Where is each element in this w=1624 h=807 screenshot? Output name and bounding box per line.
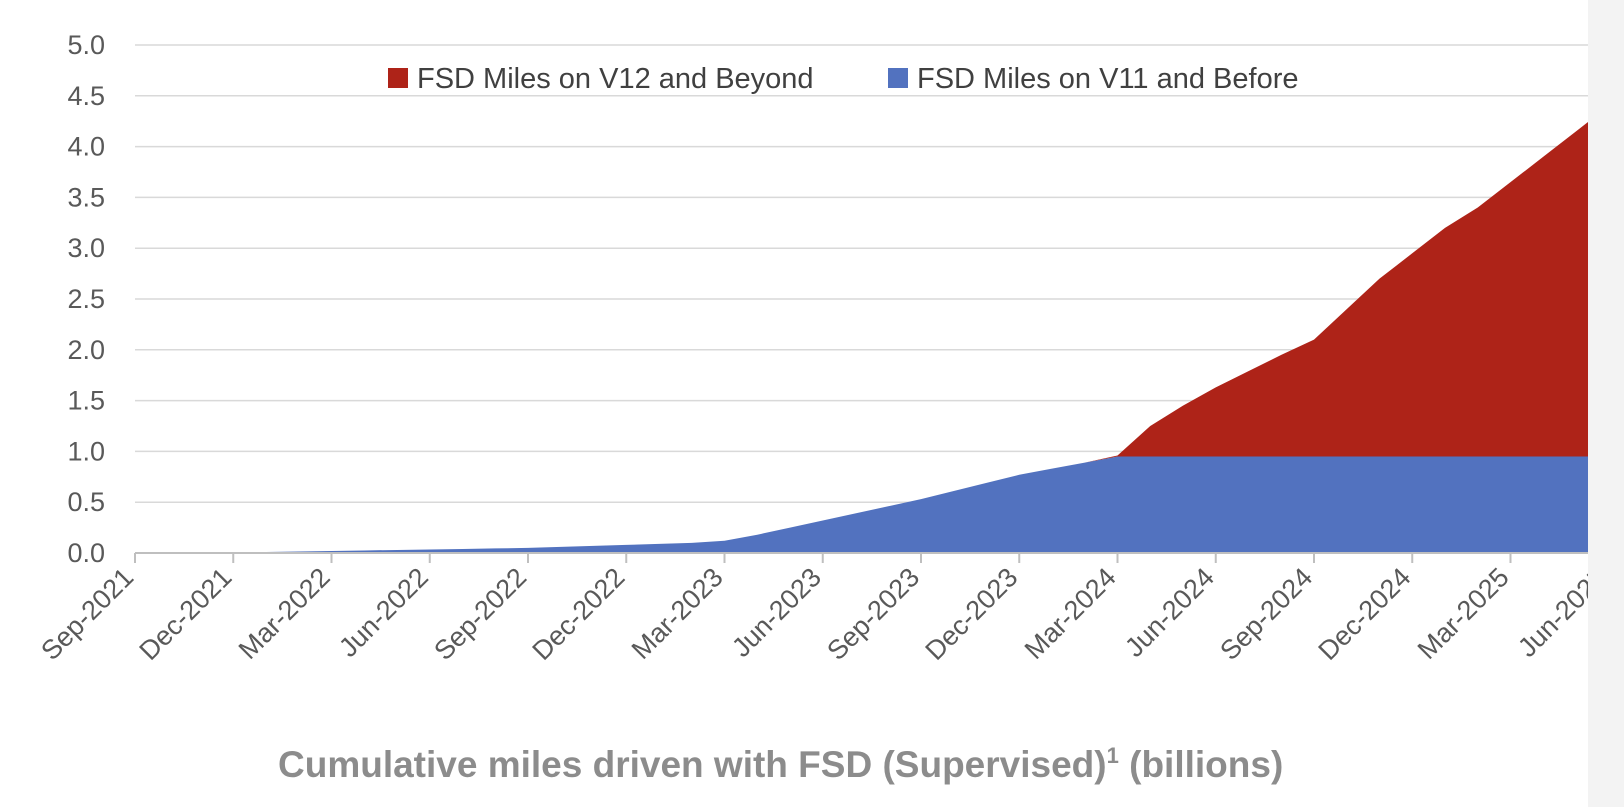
x-tick-label: Jun-2023 (726, 562, 827, 663)
x-tick-label: Jun-2024 (1119, 562, 1220, 663)
x-tick-label: Dec-2023 (919, 562, 1023, 666)
y-tick-label: 5.0 (67, 30, 105, 60)
x-tick-label: Mar-2023 (626, 562, 729, 665)
y-tick-label: 4.0 (67, 132, 105, 162)
x-tick-label: Sep-2024 (1214, 562, 1318, 666)
y-tick-label: 0.0 (67, 538, 105, 568)
caption-main: Cumulative miles driven with FSD (Superv… (278, 744, 1107, 785)
x-tick-label: Sep-2021 (35, 562, 139, 666)
x-tick-label: Sep-2023 (821, 562, 925, 666)
x-tick-label: Jun-2025 (1512, 562, 1588, 663)
x-axis (134, 552, 1588, 563)
legend-label-v12: FSD Miles on V12 and Beyond (417, 63, 814, 95)
fsd-miles-area-chart: 0.0 0.5 1.0 1.5 2.0 2.5 3.0 3.5 4.0 4.5 5.0 Sep-20… (35, 30, 1588, 785)
x-tick-label: Mar-2022 (233, 562, 336, 665)
caption-superscript: 1 (1107, 743, 1119, 768)
area-v11-and-before (135, 456, 1588, 553)
y-axis-tick-labels: 0.0 0.5 1.0 1.5 2.0 2.5 3.0 3.5 4.0 4.5 5.0 (67, 30, 105, 568)
x-tick-label: Dec-2021 (133, 562, 237, 666)
x-tick-label: Dec-2022 (526, 562, 630, 666)
x-tick-label: Sep-2022 (428, 562, 532, 666)
right-margin-strip (1588, 0, 1624, 807)
y-tick-label: 0.5 (67, 487, 105, 517)
y-tick-label: 3.5 (67, 182, 105, 212)
y-tick-label: 2.0 (67, 335, 105, 365)
stacked-areas (135, 122, 1588, 553)
x-tick-label: Mar-2025 (1412, 562, 1515, 665)
legend: FSD Miles on V12 and Beyond FSD Miles on … (388, 63, 1299, 95)
y-tick-label: 4.5 (67, 81, 105, 111)
legend-label-v11: FSD Miles on V11 and Before (917, 63, 1299, 95)
y-tick-label: 3.0 (67, 233, 105, 263)
gridlines (135, 44, 1588, 503)
y-tick-label: 1.5 (67, 386, 105, 416)
caption-suffix: (billions) (1119, 744, 1283, 785)
y-tick-label: 1.0 (67, 436, 105, 466)
x-tick-label: Mar-2024 (1019, 562, 1122, 665)
legend-swatch-v12 (388, 68, 408, 88)
x-tick-label: Dec-2024 (1312, 562, 1416, 666)
y-tick-label: 2.5 (67, 284, 105, 314)
chart-caption: Cumulative miles driven with FSD (Superv… (278, 743, 1283, 785)
area-v12-and-beyond (1084, 122, 1588, 463)
x-axis-tick-labels: Sep-2021Dec-2021Mar-2022Jun-2022Sep-2022… (35, 562, 1588, 666)
legend-swatch-v11 (888, 68, 908, 88)
x-tick-label: Jun-2022 (333, 562, 434, 663)
